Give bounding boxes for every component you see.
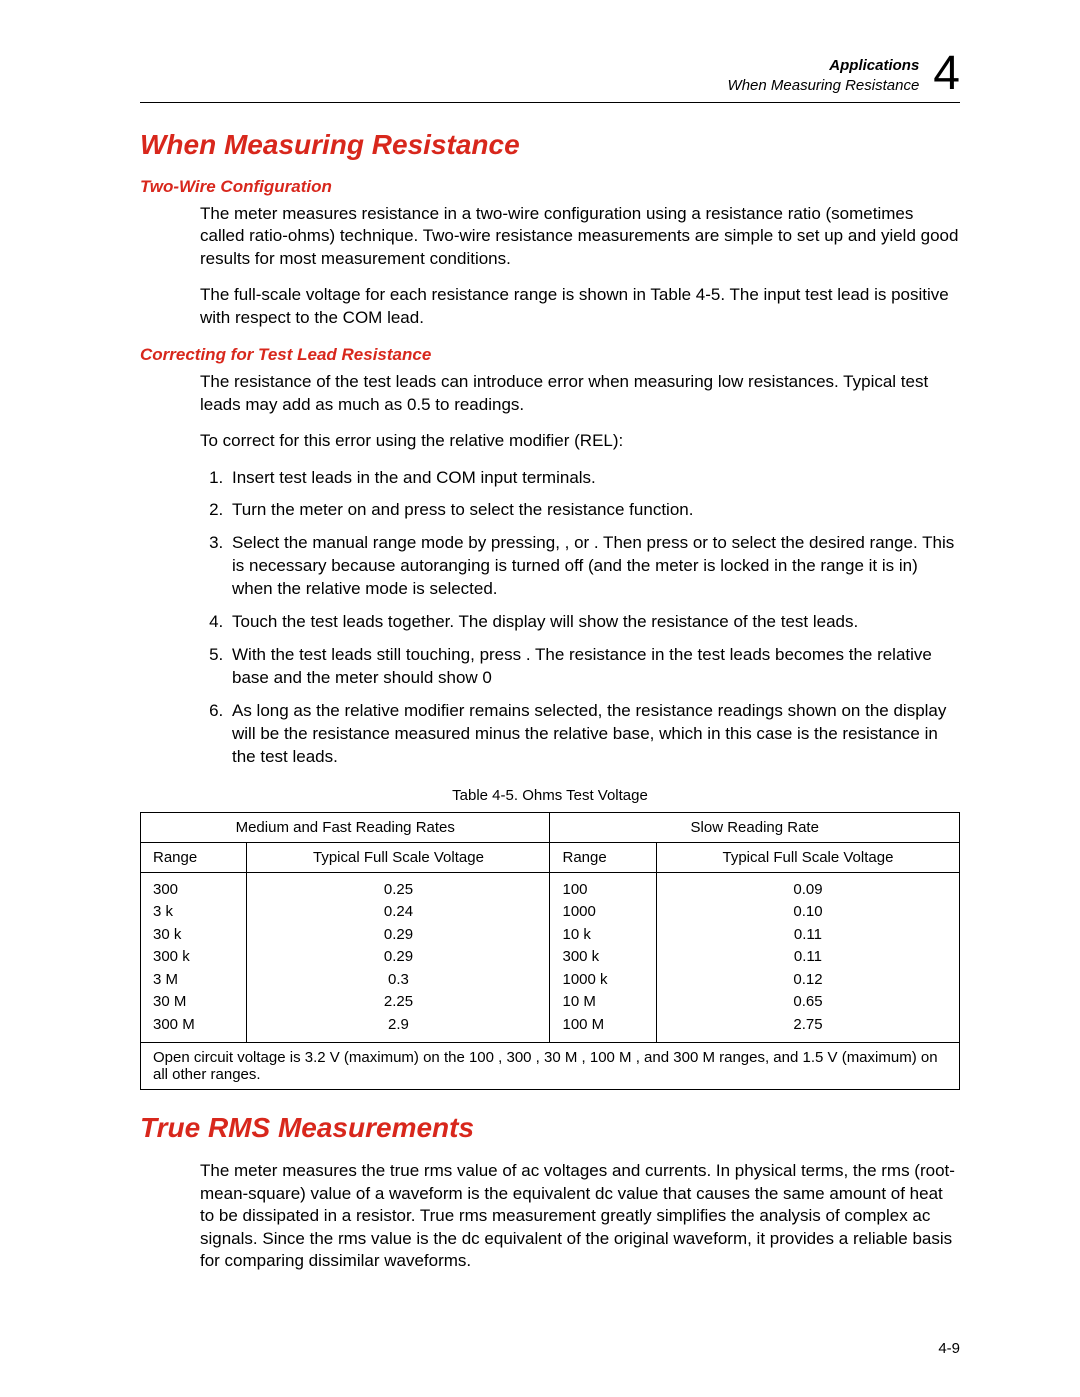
col-range-right: Range <box>550 842 656 872</box>
header-line-2: When Measuring Resistance <box>728 76 920 96</box>
table-row: Open circuit voltage is 3.2 V (maximum) … <box>141 1043 960 1090</box>
two-wire-p2: The full-scale voltage for each resistan… <box>200 284 960 329</box>
list-item: Touch the test leads together. The displ… <box>228 611 960 634</box>
cell-range-right: 100100010 k300 k1000 k10 M100 M <box>550 872 656 1043</box>
chapter-number: 4 <box>933 50 960 98</box>
page-number: 4-9 <box>938 1340 960 1357</box>
table-row: Medium and Fast Reading Rates Slow Readi… <box>141 812 960 842</box>
table-row: Range Typical Full Scale Voltage Range T… <box>141 842 960 872</box>
rms-body: The meter measures the true rms value of… <box>200 1160 960 1272</box>
two-wire-p1: The meter measures resistance in a two-w… <box>200 203 960 270</box>
page: Applications When Measuring Resistance 4… <box>0 0 1080 1397</box>
correcting-p1: The resistance of the test leads can int… <box>200 371 960 416</box>
list-item: Select the manual range mode by pressing… <box>228 532 960 601</box>
table-header-left: Medium and Fast Reading Rates <box>141 812 550 842</box>
cell-range-left: 3003 k30 k300 k3 M30 M300 M <box>141 872 247 1043</box>
list-item: Insert test leads in the and COM input t… <box>228 467 960 490</box>
section-title-resistance: When Measuring Resistance <box>140 129 960 161</box>
correcting-body: The resistance of the test leads can int… <box>200 371 960 769</box>
rms-p1: The meter measures the true rms value of… <box>200 1160 960 1272</box>
header-rule <box>140 102 960 103</box>
col-voltage-left: Typical Full Scale Voltage <box>247 842 550 872</box>
col-range-left: Range <box>141 842 247 872</box>
header-line-1: Applications <box>728 56 920 76</box>
correcting-steps: Insert test leads in the and COM input t… <box>200 467 960 769</box>
subsection-correcting: Correcting for Test Lead Resistance <box>140 345 960 365</box>
table-caption: Table 4-5. Ohms Test Voltage <box>140 787 960 804</box>
subsection-two-wire: Two-Wire Configuration <box>140 177 960 197</box>
list-item: As long as the relative modifier remains… <box>228 700 960 769</box>
page-header: Applications When Measuring Resistance 4 <box>140 50 960 98</box>
table-header-right: Slow Reading Rate <box>550 812 960 842</box>
ohms-table: Medium and Fast Reading Rates Slow Readi… <box>140 812 960 1091</box>
list-item: Turn the meter on and press to select th… <box>228 499 960 522</box>
section-title-rms: True RMS Measurements <box>140 1112 960 1144</box>
table-footnote: Open circuit voltage is 3.2 V (maximum) … <box>141 1043 960 1090</box>
cell-voltage-left: 0.250.240.290.290.32.252.9 <box>247 872 550 1043</box>
header-text-block: Applications When Measuring Resistance <box>728 56 920 95</box>
cell-voltage-right: 0.090.100.110.110.120.652.75 <box>656 872 959 1043</box>
list-item: With the test leads still touching, pres… <box>228 644 960 690</box>
correcting-p2: To correct for this error using the rela… <box>200 430 960 452</box>
two-wire-body: The meter measures resistance in a two-w… <box>200 203 960 329</box>
col-voltage-right: Typical Full Scale Voltage <box>656 842 959 872</box>
table-row: 3003 k30 k300 k3 M30 M300 M 0.250.240.29… <box>141 872 960 1043</box>
